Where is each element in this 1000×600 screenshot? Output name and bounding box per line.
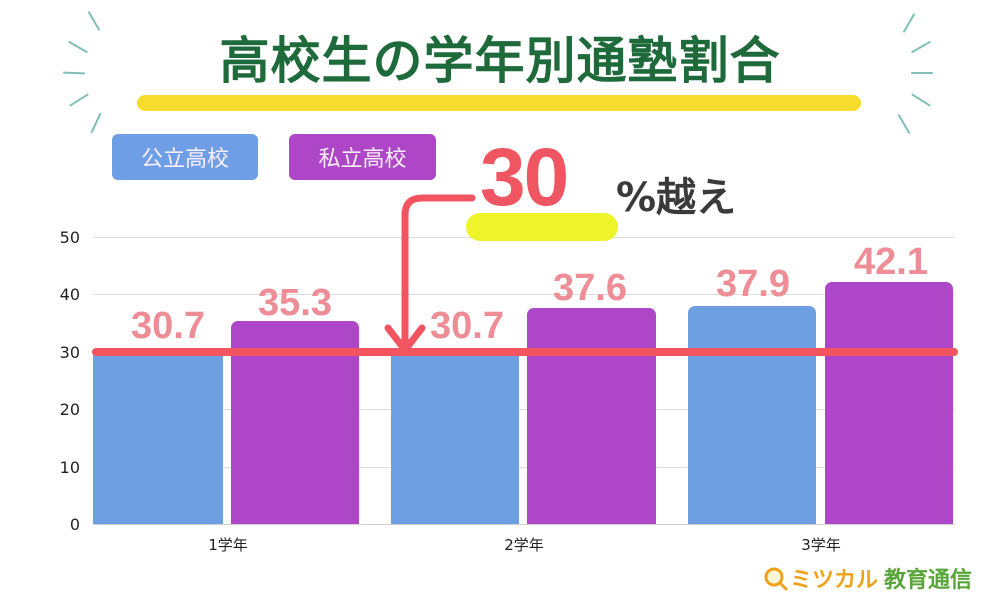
gridline-0 [93, 524, 955, 525]
bar-public-grade2[interactable] [391, 348, 519, 524]
x-label-grade2: 2学年 [504, 536, 544, 554]
ray-line-icon [67, 40, 89, 54]
ray-line-icon [911, 93, 931, 107]
callout-highlight [466, 213, 618, 241]
value-label-private-grade2: 37.6 [553, 267, 627, 309]
legend-private-school[interactable]: 私立高校 [289, 134, 436, 180]
title-underline [137, 95, 861, 111]
bar-private-grade2[interactable] [527, 308, 656, 524]
bar-public-grade3[interactable] [688, 306, 816, 524]
y-tick-20: 20 [59, 400, 80, 419]
arrow-down-icon [384, 194, 476, 354]
ray-line-icon [90, 112, 102, 134]
y-tick-50: 50 [59, 228, 80, 247]
magnifier-icon [764, 567, 788, 591]
ray-line-icon [911, 72, 933, 74]
callout-suffix: %越え [616, 175, 737, 221]
chart-title: 高校生の学年別通塾割合 [219, 32, 781, 90]
ray-line-icon [62, 71, 86, 75]
value-label-private-grade3: 42.1 [854, 241, 928, 283]
ray-line-icon [897, 113, 911, 135]
y-tick-30: 30 [59, 343, 80, 362]
x-label-grade3: 3学年 [801, 536, 841, 554]
x-label-grade1: 1学年 [208, 536, 248, 554]
legend-public-school[interactable]: 公立高校 [112, 134, 258, 180]
callout-number: 30 [480, 132, 569, 223]
ray-line-icon [910, 40, 932, 54]
ray-line-icon [69, 93, 89, 107]
ray-line-icon [902, 12, 916, 34]
brand-name-part1: ミツカル [790, 568, 879, 593]
y-tick-40: 40 [59, 285, 80, 304]
y-tick-0: 0 [69, 515, 80, 534]
ray-line-icon [87, 10, 101, 32]
gridline-10 [93, 467, 955, 468]
reference-line-30 [92, 348, 958, 356]
brand-name-part2: 教育通信 [884, 568, 973, 593]
gridline-20 [93, 409, 955, 410]
value-label-public-grade3: 37.9 [716, 263, 790, 305]
brand-logo: ミツカル 教育通信 [762, 562, 972, 594]
y-tick-10: 10 [59, 458, 80, 477]
gridline-40 [93, 294, 955, 295]
value-label-public-grade1: 30.7 [131, 305, 205, 347]
value-label-private-grade1: 35.3 [258, 282, 332, 324]
value-label-public-grade2: 30.7 [430, 305, 504, 347]
bar-private-grade3[interactable] [825, 282, 953, 524]
bar-public-grade1[interactable] [93, 348, 223, 524]
